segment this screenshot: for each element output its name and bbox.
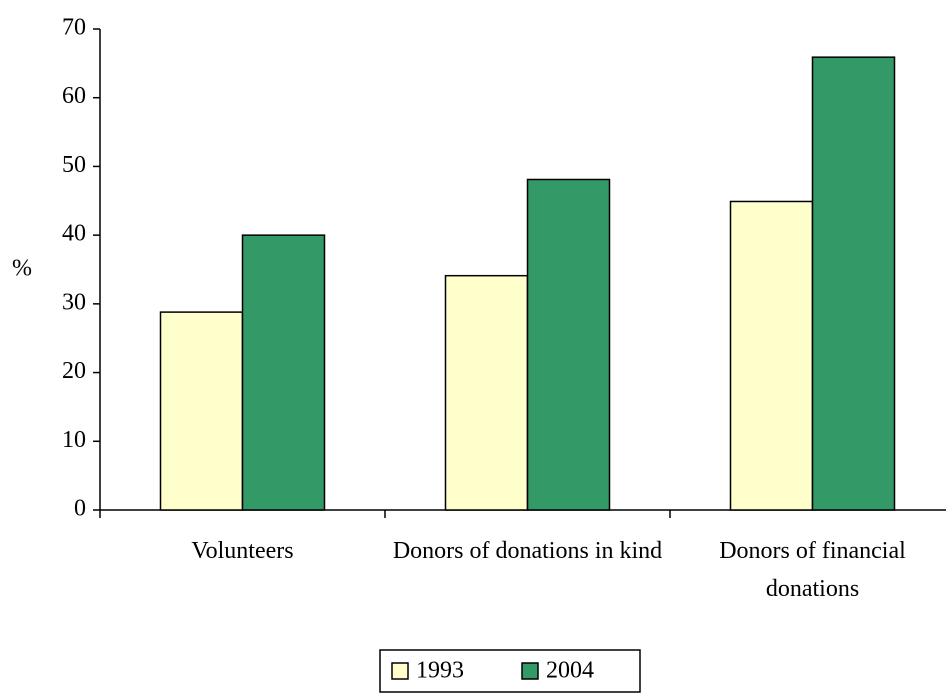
bar: [729, 200, 814, 511]
y-tick-label: 60: [62, 83, 86, 109]
legend-swatch: [391, 662, 409, 680]
y-tick-label: 0: [74, 496, 86, 522]
x-tick-label: Donors of donations in kind: [392, 538, 663, 564]
x-tick-label: Donors of financial donations: [719, 538, 906, 602]
legend-label: 1993: [416, 658, 464, 684]
bar: [241, 234, 326, 511]
y-tick-label: 40: [62, 221, 86, 247]
x-tick-label-box: Donors of donations in kind: [392, 538, 663, 564]
y-tick-label: 70: [62, 15, 86, 41]
legend-swatch: [521, 662, 539, 680]
y-tick-label: 10: [62, 427, 86, 453]
y-tick-label: 20: [62, 358, 86, 384]
bar: [444, 274, 529, 511]
y-tick-label: 50: [62, 152, 86, 178]
bar: [159, 311, 244, 511]
legend-box: [379, 649, 641, 693]
bar: [526, 178, 611, 511]
x-tick-label-box: Donors of financial donations: [719, 538, 906, 602]
y-tick-label: 30: [62, 289, 86, 315]
x-tick-label: Volunteers: [191, 538, 294, 564]
x-tick-label-box: Volunteers: [191, 538, 294, 564]
bar: [811, 56, 896, 511]
legend-label: 2004: [546, 658, 594, 684]
y-axis-label: %: [12, 256, 32, 282]
